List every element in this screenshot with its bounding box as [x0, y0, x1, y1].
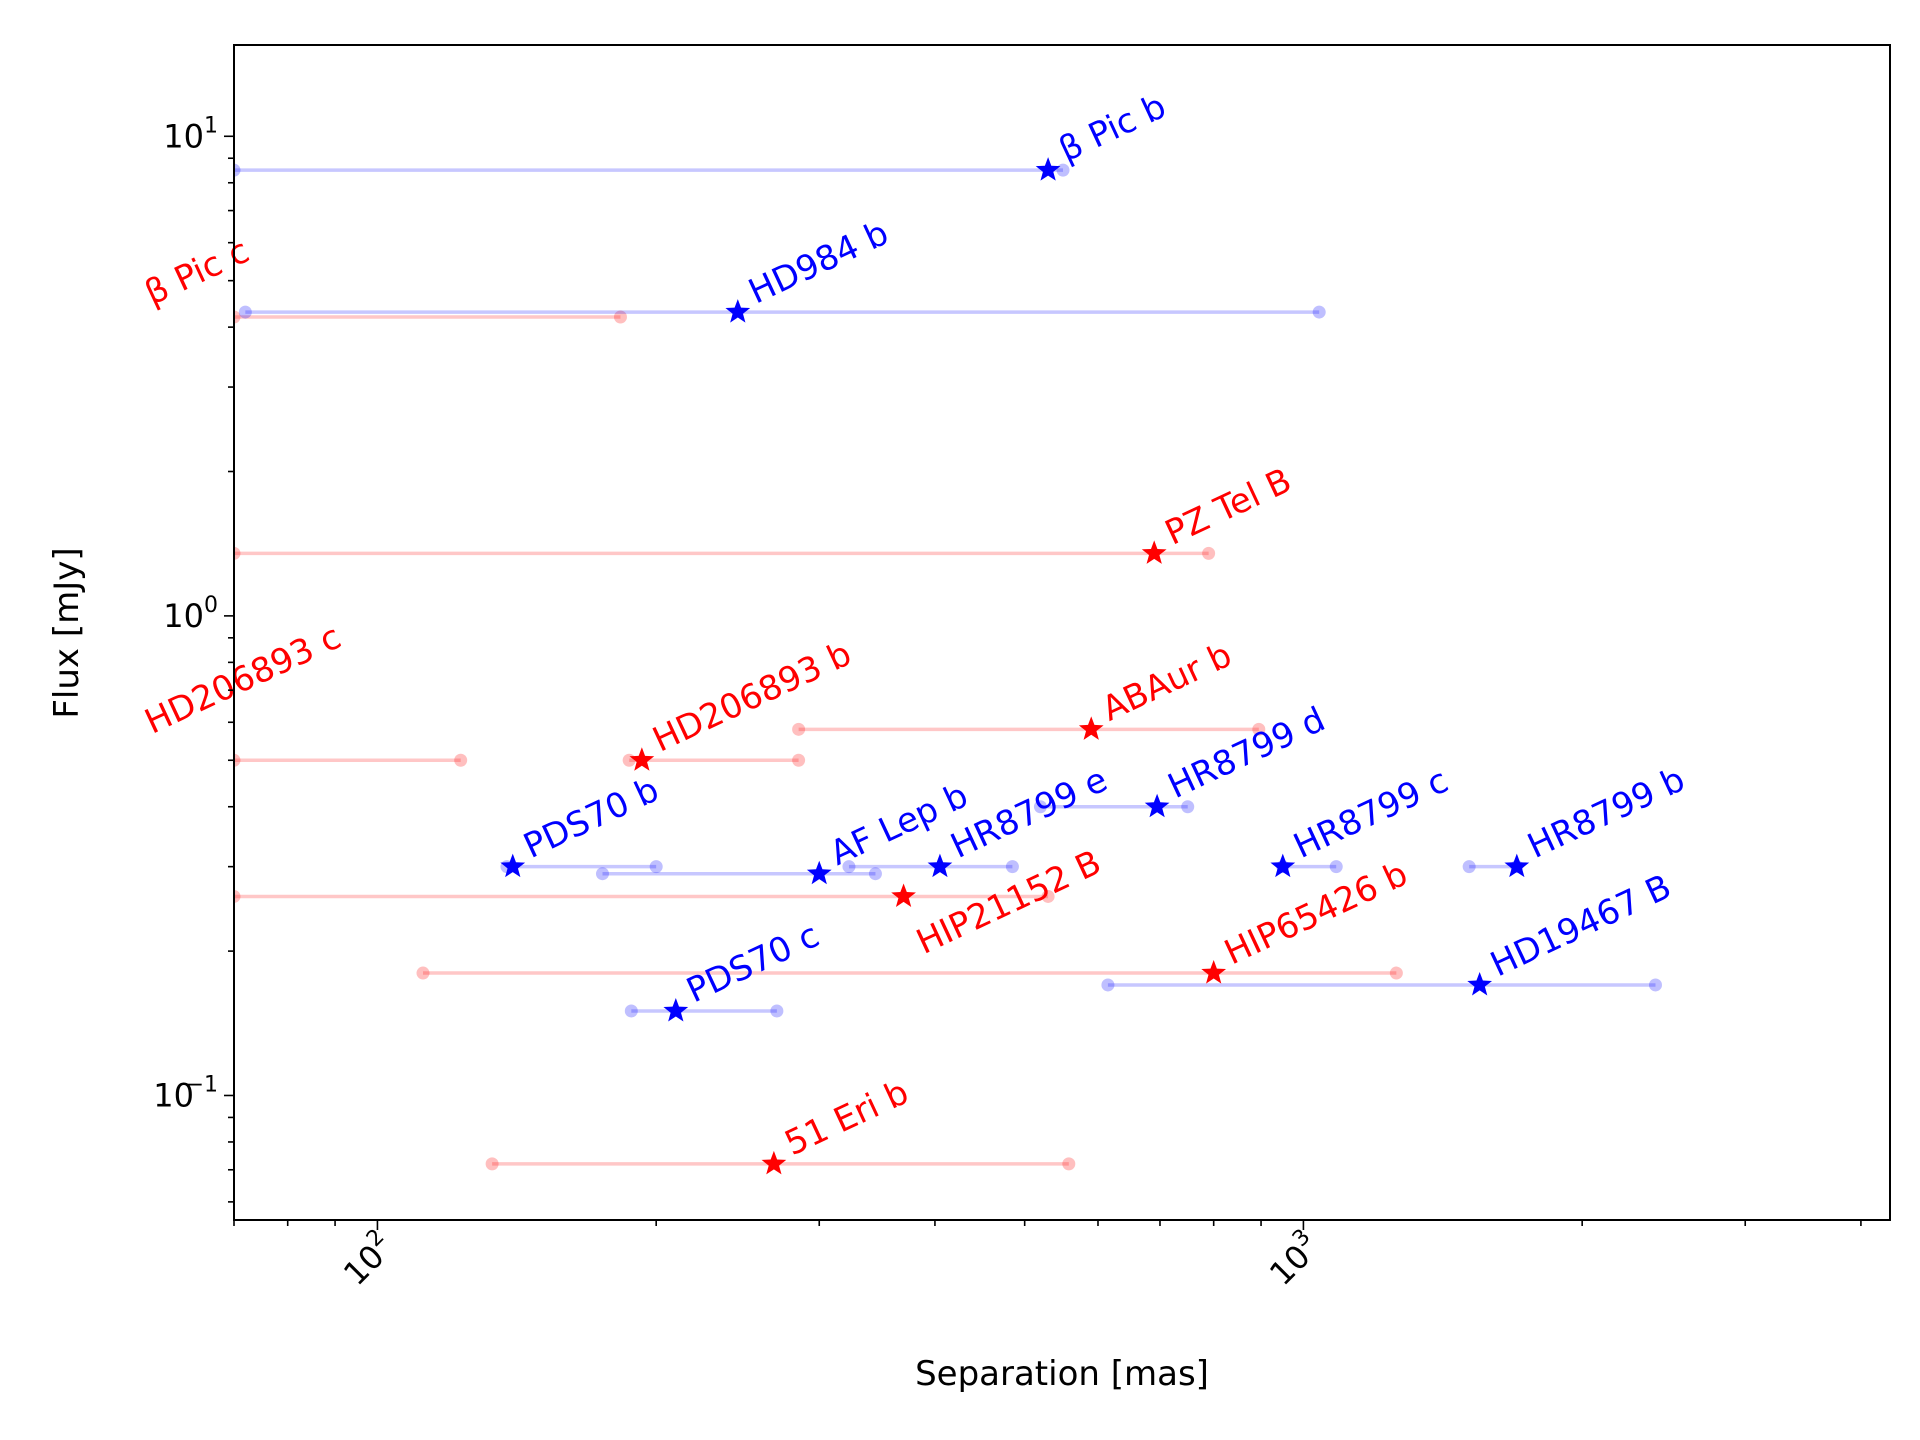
planet-series: [595, 867, 882, 881]
planet-series: [234, 163, 1070, 177]
planet-marker-star: [663, 998, 689, 1022]
range-endpoint: [234, 546, 241, 560]
planet-marker-star: [1144, 793, 1170, 818]
range-endpoint: [1033, 800, 1047, 814]
range-endpoint: [1329, 860, 1343, 874]
planet-marker-star: [927, 853, 953, 878]
range-endpoint: [613, 310, 627, 324]
planet-series: [234, 310, 627, 324]
planet-series: [792, 722, 1266, 736]
x-axis-label: Separation [mas]: [915, 1354, 1209, 1394]
range-endpoint: [234, 889, 241, 903]
planet-series: [842, 860, 1019, 874]
planet-marker-star: [806, 860, 832, 885]
range-bars: [234, 163, 1662, 1171]
range-endpoint: [624, 1004, 638, 1018]
range-endpoint: [595, 867, 609, 881]
planet-series: [234, 753, 468, 767]
planet-series: [234, 889, 1055, 903]
planet-marker-star: [1078, 716, 1104, 740]
planet-series: [1101, 978, 1662, 992]
range-endpoint: [1056, 163, 1070, 177]
range-endpoint: [1181, 800, 1195, 814]
planet-marker-star: [1467, 971, 1493, 996]
range-endpoint: [842, 860, 856, 874]
range-endpoint: [234, 753, 241, 767]
planet-marker-star: [891, 883, 916, 907]
range-endpoint: [792, 722, 806, 736]
planet-series: [1033, 800, 1195, 814]
planet-series: [624, 1004, 784, 1018]
range-endpoint: [868, 867, 882, 881]
range-endpoint: [234, 163, 241, 177]
planet-series: [416, 966, 1403, 980]
y-tick-label: 10−1: [153, 1072, 218, 1114]
range-endpoint: [649, 860, 663, 874]
y-tick-label-exponent: 1: [204, 113, 218, 138]
y-tick-label-exponent: −1: [186, 1072, 218, 1097]
range-endpoint: [792, 753, 806, 767]
range-endpoint: [1252, 722, 1266, 736]
axes-frame: [233, 44, 1891, 1221]
planet-series: [238, 305, 1326, 319]
planet-marker-star: [1504, 853, 1530, 878]
planet-marker-star: [1035, 157, 1061, 181]
range-endpoint: [1005, 860, 1019, 874]
planet-marker-star: [1201, 960, 1227, 984]
range-endpoint: [454, 753, 468, 767]
range-endpoint: [1041, 889, 1055, 903]
range-endpoint: [234, 310, 241, 324]
range-endpoint: [1389, 966, 1403, 980]
planet-marker-star: [761, 1150, 787, 1175]
y-axis-label: Flux [mJy]: [47, 547, 87, 718]
planet-series: [234, 546, 1216, 560]
range-endpoint: [1062, 1157, 1076, 1171]
range-endpoint: [485, 1157, 499, 1171]
y-tick-label-base: 10: [153, 1076, 194, 1114]
y-tick-label-base: 10: [163, 597, 204, 635]
planet-marker-star: [725, 299, 751, 323]
range-endpoint: [1648, 978, 1662, 992]
range-endpoint: [1101, 978, 1115, 992]
planet-marker-star: [500, 853, 526, 878]
y-tick-label: 10 0: [163, 593, 218, 635]
planet-marker-star: [1141, 540, 1167, 564]
planet-marker-star: [629, 747, 655, 771]
y-tick-label-base: 10: [163, 117, 204, 155]
range-endpoint: [622, 753, 636, 767]
range-endpoint: [1462, 860, 1476, 874]
range-endpoint: [416, 966, 430, 980]
range-endpoint: [1312, 305, 1326, 319]
planet-marker-star: [1270, 853, 1296, 878]
y-tick-label: 10 1: [163, 113, 218, 155]
y-tick-label-exponent: 0: [204, 593, 218, 618]
range-endpoint: [770, 1004, 784, 1018]
range-endpoint: [238, 305, 252, 319]
range-endpoint: [1202, 546, 1216, 560]
